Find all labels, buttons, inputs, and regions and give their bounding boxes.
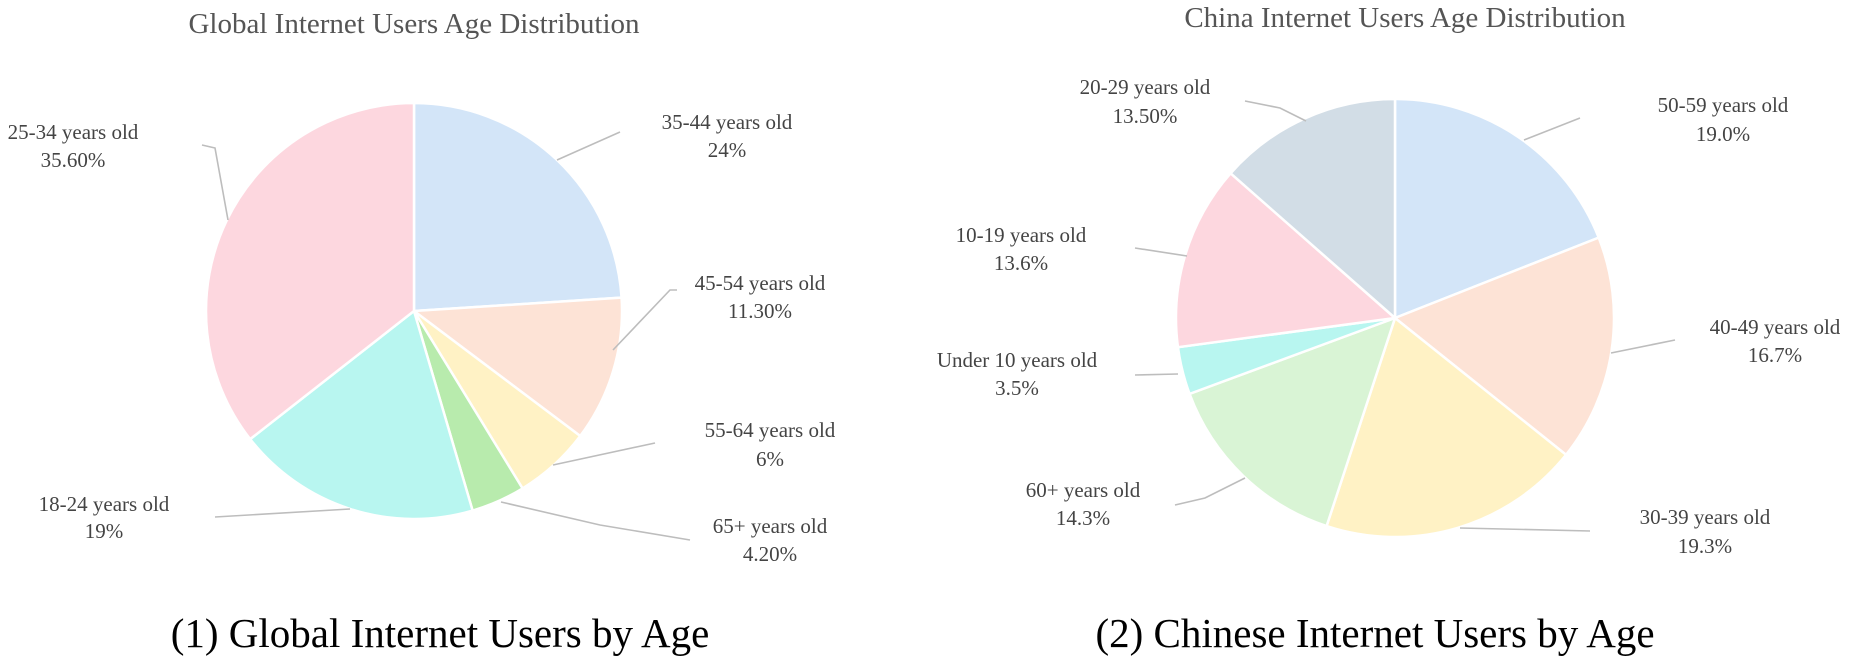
slice-name-label: 45-54 years old bbox=[695, 271, 826, 295]
slice-value-label: 13.6% bbox=[994, 251, 1048, 275]
slice-value-label: 35.60% bbox=[41, 148, 106, 172]
pie-slice-20-29-years-old bbox=[1228, 97, 1397, 321]
pie-slice-35-44-years-old bbox=[412, 101, 623, 313]
slice-name-label: 30-39 years old bbox=[1640, 505, 1771, 529]
leader-line-45-54-years-old bbox=[612, 289, 677, 351]
chart-title: Global Internet Users Age Distribution bbox=[188, 8, 640, 40]
slice-labels: 50-59 years old 19.0% 40-49 years old 16.7%… bbox=[937, 75, 1841, 558]
pie-slices bbox=[204, 101, 624, 521]
leader-line-40-49-years-old bbox=[1610, 339, 1676, 354]
leader-line-25-34-years-old bbox=[201, 144, 229, 221]
pie-slice-45-54-years-old bbox=[410, 296, 624, 438]
pie-slice-50-59-years-old bbox=[1393, 97, 1601, 320]
slice-value-label: 6% bbox=[756, 447, 784, 471]
slice-value-label: 19% bbox=[85, 519, 124, 543]
pie-slice-40-49-years-old bbox=[1392, 235, 1616, 457]
pie-slice-18-24-years-old bbox=[248, 308, 475, 521]
slice-name-label: 18-24 years old bbox=[39, 492, 170, 516]
figure-caption: (1) Global Internet Users by Age bbox=[171, 610, 710, 656]
china-pie-chart: China Internet Users Age Distribution 50… bbox=[937, 2, 1841, 656]
figure-caption: (2) Chinese Internet Users by Age bbox=[1095, 610, 1654, 656]
leader-line-10-19-years-old bbox=[1134, 247, 1188, 257]
pie-slice-10-19-years-old bbox=[1174, 171, 1398, 349]
pie-slices bbox=[1174, 97, 1616, 539]
slice-value-label: 19.3% bbox=[1678, 534, 1732, 558]
global-pie-chart: Global Internet Users Age Distribution 3… bbox=[8, 8, 836, 656]
slice-value-label: 3.5% bbox=[995, 376, 1039, 400]
slice-name-label: 60+ years old bbox=[1026, 478, 1141, 502]
pie-slice-60-years-old bbox=[1187, 315, 1397, 528]
leader-line-55-64-years-old bbox=[552, 442, 656, 466]
slice-name-label: 50-59 years old bbox=[1658, 93, 1789, 117]
slice-value-label: 19.0% bbox=[1696, 122, 1750, 146]
leader-line-30-39-years-old bbox=[1459, 527, 1591, 532]
slice-name-label: Under 10 years old bbox=[937, 348, 1098, 372]
slice-name-label: 40-49 years old bbox=[1710, 315, 1841, 339]
leader-lines bbox=[1134, 100, 1676, 532]
slice-name-label: 55-64 years old bbox=[705, 418, 836, 442]
slice-name-label: 35-44 years old bbox=[662, 110, 793, 134]
slice-labels: 35-44 years old 24% 45-54 years old 11.30% 5… bbox=[8, 110, 836, 566]
leader-line-18-24-years-old bbox=[214, 508, 351, 518]
slice-value-label: 13.50% bbox=[1113, 104, 1178, 128]
slice-value-label: 16.7% bbox=[1748, 343, 1802, 367]
slice-value-label: 11.30% bbox=[728, 299, 792, 323]
leader-line-50-59-years-old bbox=[1523, 117, 1581, 141]
leader-line-65-years-old bbox=[500, 501, 691, 541]
leader-line-20-29-years-old bbox=[1244, 100, 1307, 122]
leader-line-35-44-years-old bbox=[556, 131, 621, 161]
slice-value-label: 14.3% bbox=[1056, 506, 1110, 530]
slice-value-label: 4.20% bbox=[743, 542, 797, 566]
leader-line-60-years-old bbox=[1174, 477, 1246, 506]
slice-name-label: 25-34 years old bbox=[8, 120, 139, 144]
slice-name-label: 10-19 years old bbox=[956, 223, 1087, 247]
slice-name-label: 20-29 years old bbox=[1080, 75, 1211, 99]
chart-title: China Internet Users Age Distribution bbox=[1184, 2, 1626, 34]
leader-lines bbox=[201, 131, 691, 541]
pie-slice-25-34-years-old bbox=[204, 101, 416, 441]
slice-value-label: 24% bbox=[708, 138, 747, 162]
slice-name-label: 65+ years old bbox=[713, 514, 828, 538]
leader-line-under-10-years-old bbox=[1134, 373, 1179, 376]
pie-slice-30-39-years-old bbox=[1325, 315, 1568, 539]
